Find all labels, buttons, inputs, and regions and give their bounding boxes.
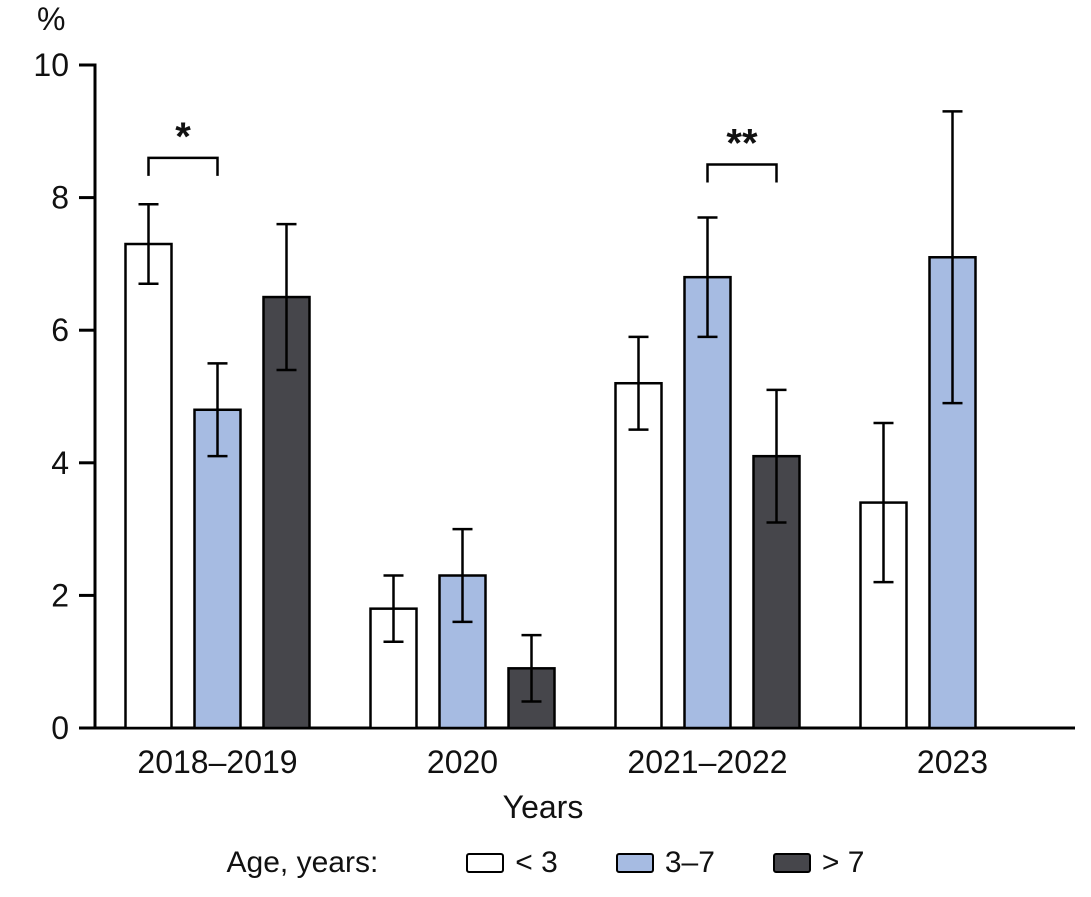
chart-legend: Age, years: < 3 3–7 > 7 bbox=[0, 846, 1091, 880]
legend-item-over-7: > 7 bbox=[772, 846, 865, 880]
bar bbox=[193, 408, 242, 730]
x-tick-label: 2023 bbox=[917, 744, 988, 780]
significance-label: * bbox=[175, 115, 191, 159]
bar-chart-svg: 0 2 4 6 8 10% 2018–2019 2020 2021–2022 2023 Years *… bbox=[33, 1, 1075, 825]
legend-swatch-3-7 bbox=[615, 853, 654, 873]
x-tick-label: 2018–2019 bbox=[137, 744, 297, 780]
significance-bracket bbox=[706, 163, 778, 183]
significance-bracket bbox=[147, 156, 219, 176]
legend-item-under-3: < 3 bbox=[466, 846, 558, 880]
legend-title: Age, years: bbox=[226, 846, 379, 879]
y-tick-label: 4 bbox=[51, 445, 69, 481]
legend-item-3-7: 3–7 bbox=[615, 846, 715, 880]
x-tick-label: 2021–2022 bbox=[627, 744, 787, 780]
y-tick-label: 6 bbox=[51, 312, 69, 348]
x-axis-label: Years bbox=[503, 789, 584, 825]
bar bbox=[614, 381, 663, 730]
legend-label-3-7: 3–7 bbox=[664, 846, 715, 879]
significance-label: ** bbox=[726, 121, 758, 165]
y-tick-label: 2 bbox=[51, 577, 69, 613]
bar bbox=[683, 275, 732, 730]
legend-label-over-7: > 7 bbox=[821, 846, 865, 879]
y-tick-label: 8 bbox=[51, 180, 69, 216]
legend-swatch-over-7 bbox=[772, 853, 811, 873]
bar bbox=[859, 501, 908, 730]
bar bbox=[124, 242, 173, 730]
legend-label-under-3: < 3 bbox=[515, 846, 558, 879]
legend-swatch-under-3 bbox=[466, 853, 505, 873]
y-axis-label: % bbox=[37, 1, 65, 37]
y-tick-label: 0 bbox=[51, 710, 69, 746]
x-tick-label: 2020 bbox=[427, 744, 498, 780]
y-tick-label: 10 bbox=[33, 47, 69, 83]
